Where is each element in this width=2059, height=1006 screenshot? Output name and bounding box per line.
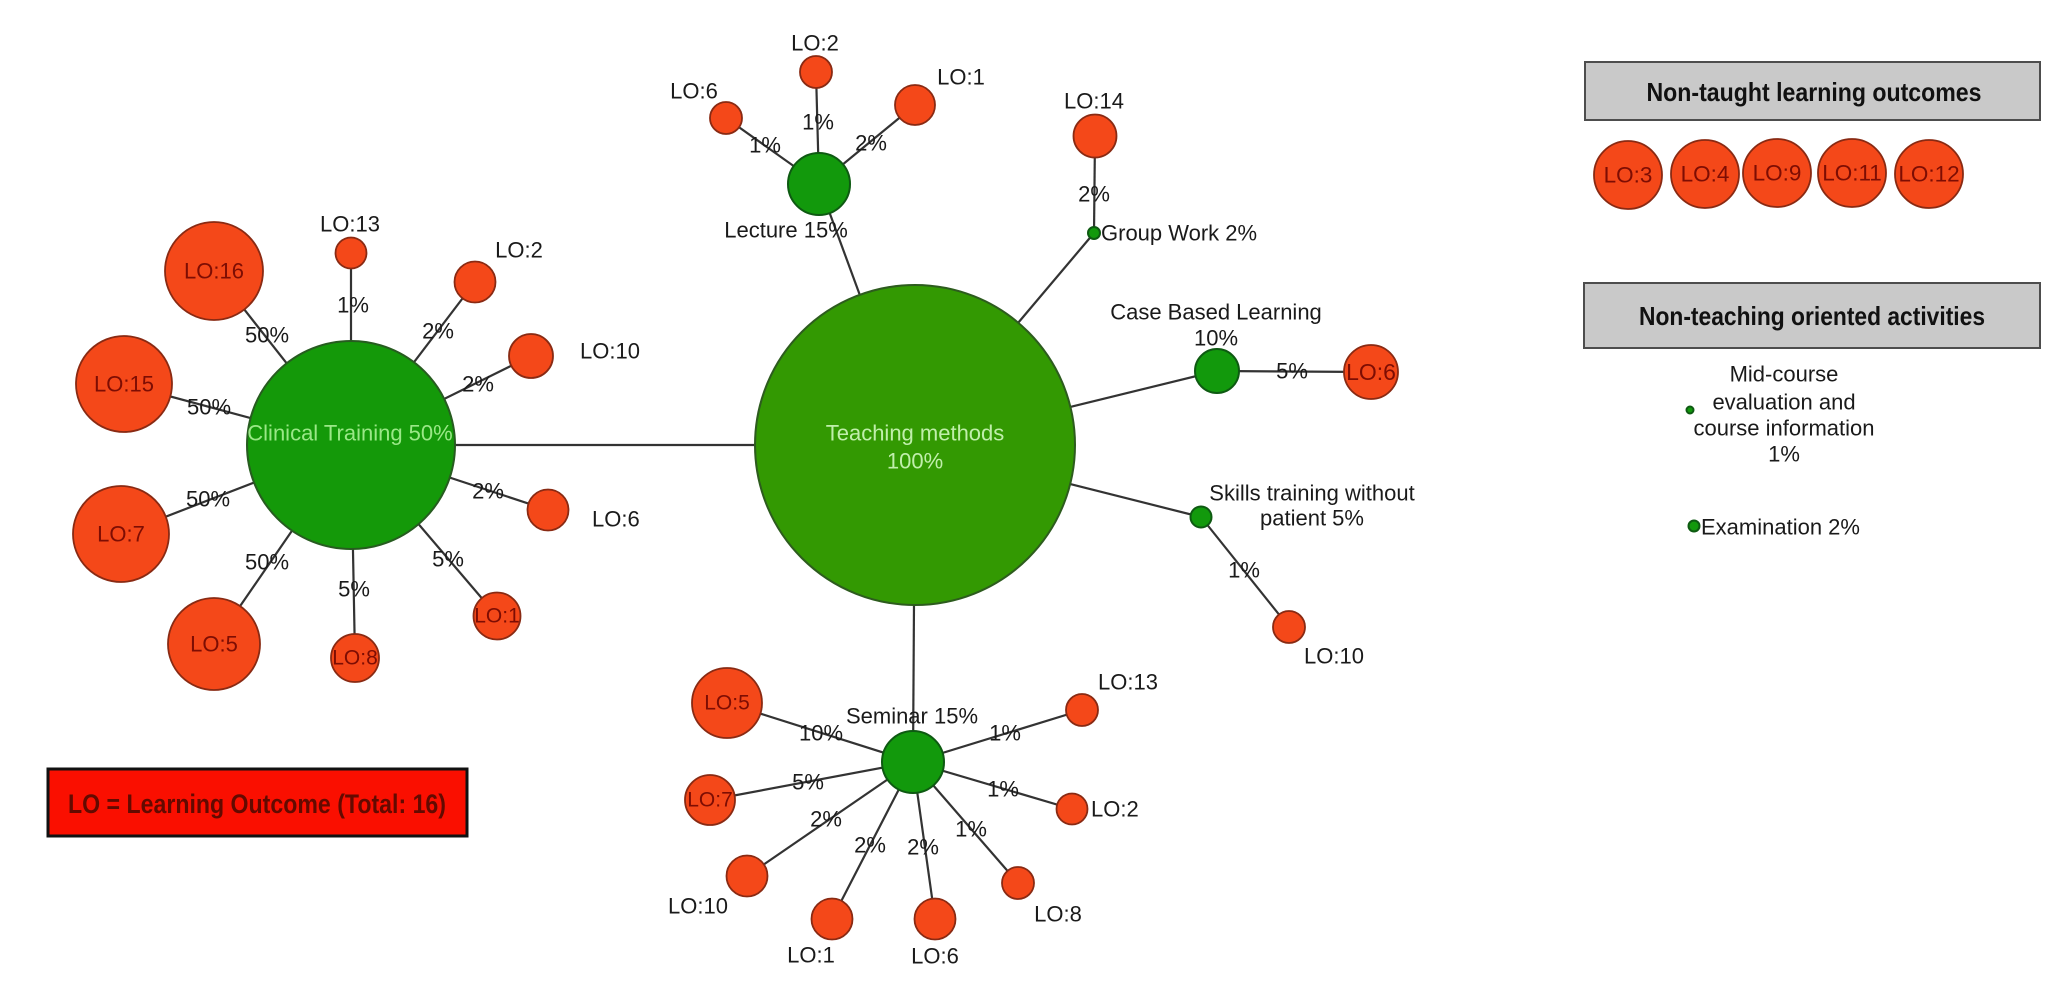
svg-text:Teaching methods: Teaching methods: [826, 421, 1005, 446]
svg-text:LO:6: LO:6: [911, 944, 959, 969]
svg-text:LO:5: LO:5: [704, 692, 750, 715]
svg-text:2%: 2%: [907, 835, 939, 860]
svg-text:5%: 5%: [1276, 359, 1308, 384]
svg-text:Non-taught learning outcomes: Non-taught learning outcomes: [1647, 77, 1982, 107]
svg-text:Skills training without: Skills training without: [1209, 481, 1414, 506]
svg-text:LO:15: LO:15: [94, 372, 154, 397]
svg-text:LO:1: LO:1: [787, 943, 835, 968]
svg-text:2%: 2%: [472, 479, 504, 504]
svg-text:LO:13: LO:13: [1098, 670, 1158, 695]
svg-text:LO:3: LO:3: [1604, 163, 1653, 188]
svg-text:1%: 1%: [337, 293, 369, 318]
svg-text:50%: 50%: [245, 550, 289, 575]
svg-text:1%: 1%: [1768, 442, 1800, 467]
svg-text:100%: 100%: [887, 449, 943, 474]
svg-text:LO:2: LO:2: [791, 31, 839, 56]
svg-text:Group Work 2%: Group Work 2%: [1101, 221, 1257, 246]
svg-text:LO = Learning Outcome (Total:: LO = Learning Outcome (Total: 16): [68, 789, 446, 819]
svg-text:LO:4: LO:4: [1681, 162, 1730, 187]
svg-text:1%: 1%: [955, 817, 987, 842]
svg-text:Seminar 15%: Seminar 15%: [846, 704, 978, 729]
svg-text:LO:14: LO:14: [1064, 89, 1124, 114]
svg-text:LO:9: LO:9: [1753, 161, 1802, 186]
svg-text:course information: course information: [1694, 416, 1875, 441]
svg-text:LO:5: LO:5: [190, 632, 238, 657]
svg-text:LO:10: LO:10: [580, 339, 640, 364]
svg-text:1%: 1%: [749, 133, 781, 158]
svg-text:5%: 5%: [338, 577, 370, 602]
svg-text:Lecture 15%: Lecture 15%: [724, 218, 848, 243]
svg-text:2%: 2%: [855, 131, 887, 156]
svg-text:LO:8: LO:8: [332, 647, 378, 670]
svg-text:Examination 2%: Examination 2%: [1701, 515, 1860, 540]
svg-text:patient 5%: patient 5%: [1260, 506, 1364, 531]
svg-text:LO:13: LO:13: [320, 212, 380, 237]
svg-text:LO:2: LO:2: [1091, 797, 1139, 822]
svg-text:LO:6: LO:6: [592, 507, 640, 532]
svg-text:LO:11: LO:11: [1822, 161, 1882, 186]
svg-text:LO:10: LO:10: [1304, 644, 1364, 669]
svg-text:LO:7: LO:7: [687, 789, 733, 812]
svg-text:2%: 2%: [422, 319, 454, 344]
svg-text:50%: 50%: [187, 395, 231, 420]
svg-text:Mid-course: Mid-course: [1730, 362, 1839, 387]
svg-text:5%: 5%: [432, 547, 464, 572]
svg-text:LO:10: LO:10: [668, 894, 728, 919]
svg-text:50%: 50%: [245, 323, 289, 348]
svg-text:5%: 5%: [792, 770, 824, 795]
svg-text:Non-teaching oriented activiti: Non-teaching oriented activities: [1639, 301, 1985, 331]
svg-text:10%: 10%: [1194, 326, 1238, 351]
svg-text:Case Based Learning: Case Based Learning: [1110, 300, 1322, 325]
svg-text:LO:7: LO:7: [97, 522, 145, 547]
svg-text:LO:12: LO:12: [1898, 162, 1959, 187]
svg-text:1%: 1%: [989, 721, 1021, 746]
svg-text:Clinical Training 50%: Clinical Training 50%: [247, 421, 452, 446]
svg-text:1%: 1%: [987, 777, 1019, 802]
svg-text:2%: 2%: [854, 833, 886, 858]
svg-text:evaluation and: evaluation and: [1712, 390, 1855, 415]
svg-text:10%: 10%: [799, 721, 843, 746]
svg-text:50%: 50%: [186, 487, 230, 512]
svg-text:2%: 2%: [1078, 182, 1110, 207]
svg-text:LO:16: LO:16: [184, 259, 244, 284]
svg-text:LO:6: LO:6: [1346, 359, 1396, 385]
svg-text:2%: 2%: [810, 807, 842, 832]
svg-text:2%: 2%: [462, 372, 494, 397]
svg-text:LO:1: LO:1: [937, 65, 985, 90]
svg-text:LO:2: LO:2: [495, 238, 543, 263]
svg-text:LO:1: LO:1: [474, 605, 520, 628]
svg-text:1%: 1%: [802, 110, 834, 135]
svg-text:LO:8: LO:8: [1034, 902, 1082, 927]
svg-text:LO:6: LO:6: [670, 79, 718, 104]
svg-text:1%: 1%: [1228, 558, 1260, 583]
